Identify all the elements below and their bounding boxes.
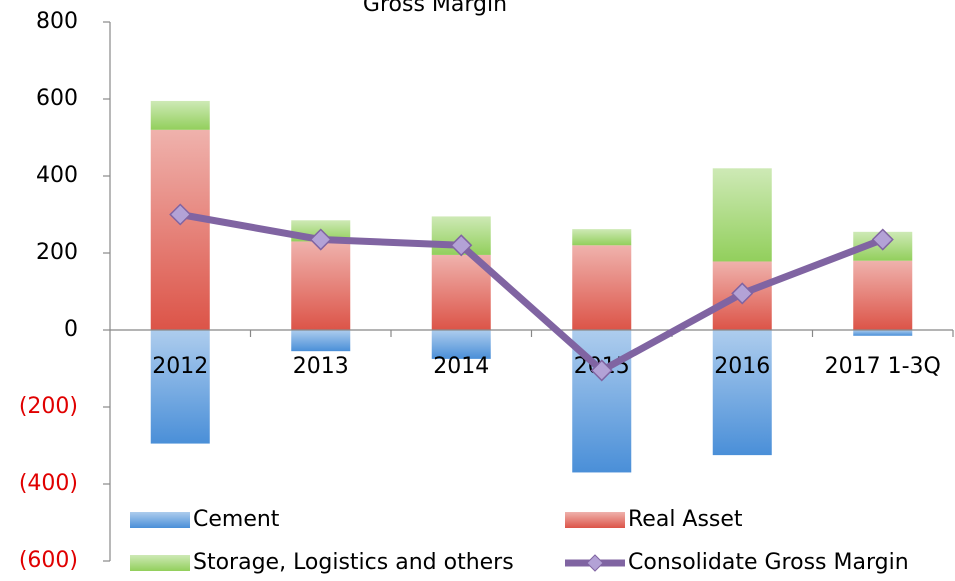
marker [309, 228, 332, 251]
y-tick-label: (600) [19, 548, 78, 573]
marker [871, 228, 894, 251]
bar [572, 229, 632, 246]
x-tick-label: 2013 [293, 354, 349, 379]
y-tick-label: 800 [36, 9, 78, 34]
chart-title: Gross Margin [363, 0, 507, 17]
bar [291, 241, 351, 330]
y-tick-label: 400 [36, 163, 78, 188]
y-tick-label: 0 [64, 317, 78, 342]
bar [150, 129, 210, 330]
legend-label: Storage, Logistics and others [193, 550, 514, 575]
bar [291, 330, 351, 352]
line [179, 211, 885, 374]
x-tick-label: 2017 1-3Q [825, 354, 941, 379]
bar [150, 330, 210, 444]
legend-label: Real Asset [628, 507, 743, 532]
y-tick-label: 600 [36, 86, 78, 111]
legend-swatch [130, 555, 190, 571]
bar [712, 330, 772, 456]
y-tick-label: 200 [36, 240, 78, 265]
x-tick-label: 2014 [433, 354, 489, 379]
legend-label: Consolidate Gross Margin [628, 550, 909, 575]
legend-marker [586, 554, 604, 572]
x-tick-label: 2016 [714, 354, 770, 379]
legend-swatch [130, 512, 190, 528]
bar [712, 168, 772, 262]
x-tick-label: 2012 [152, 354, 208, 379]
bar [572, 245, 632, 330]
marker [450, 234, 473, 257]
bar [431, 330, 491, 359]
marker [169, 203, 192, 226]
marker [590, 359, 613, 382]
y-tick-label: (200) [19, 394, 78, 419]
bar [150, 100, 210, 130]
y-tick-label: (400) [19, 471, 78, 496]
marker [731, 282, 754, 305]
bar [853, 260, 913, 330]
bar [853, 330, 913, 336]
legend-label: Cement [193, 507, 280, 532]
legend-swatch [565, 512, 625, 528]
